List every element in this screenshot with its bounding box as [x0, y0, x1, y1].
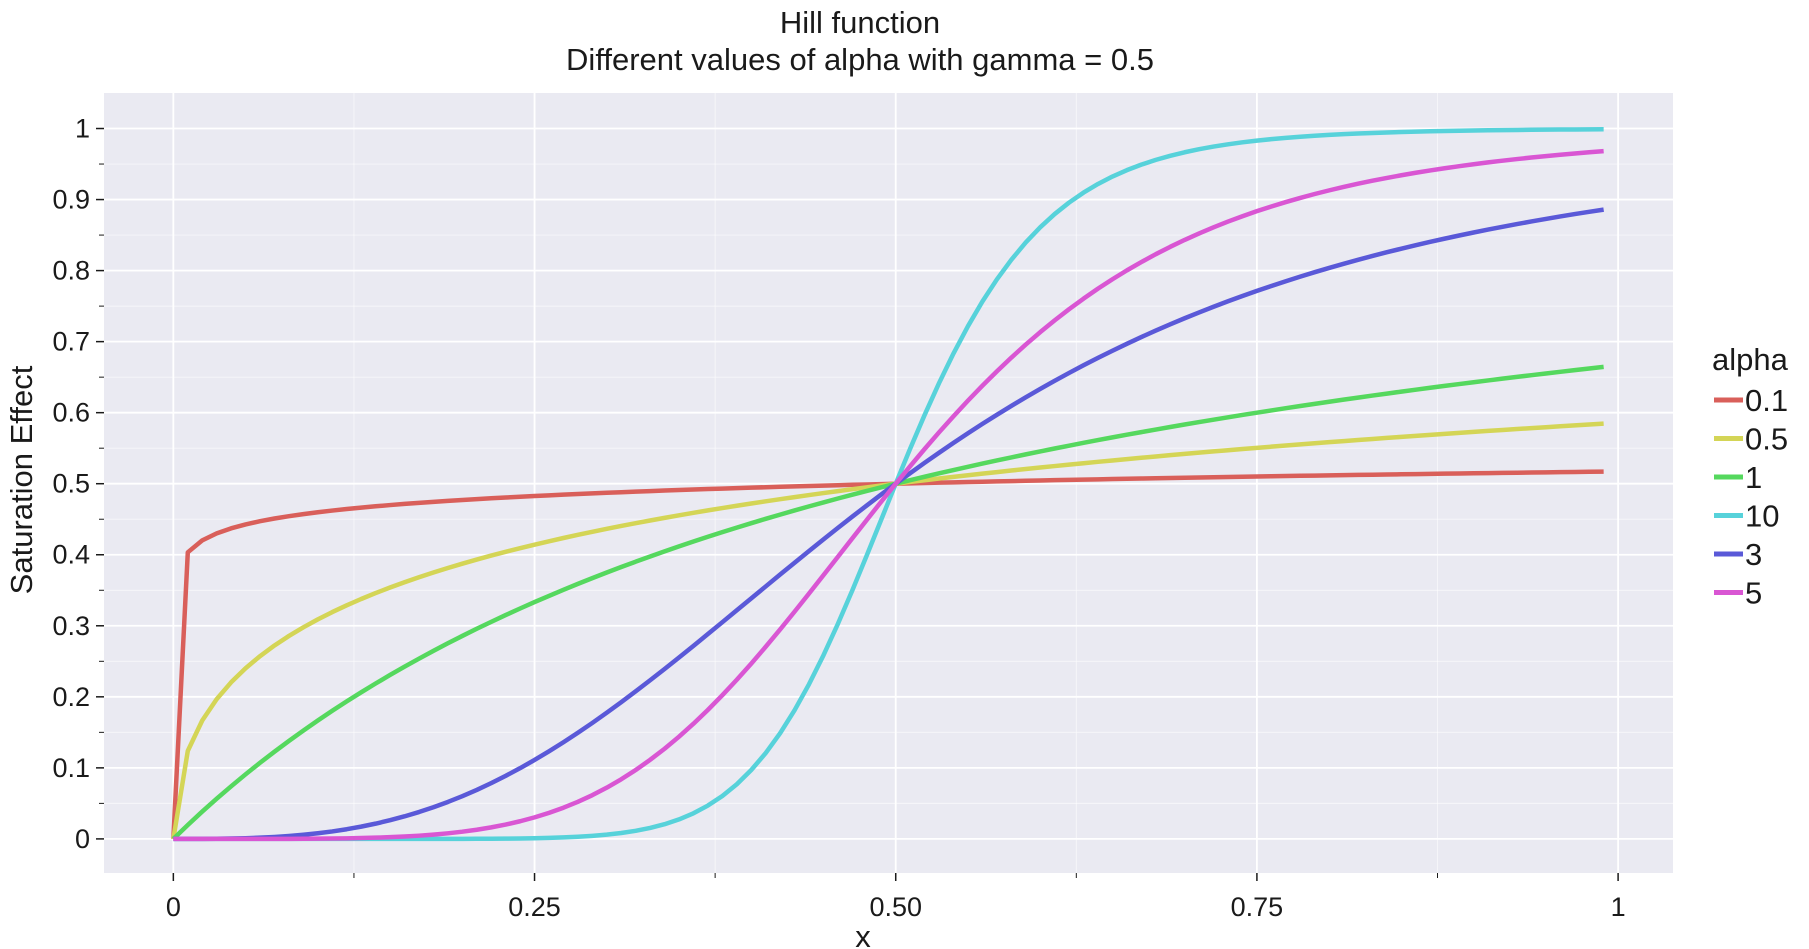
- x-tick-label: 0.75: [1231, 892, 1284, 922]
- legend-item: 1: [1714, 460, 1762, 495]
- legend-items: 0.1 0.51 103 5: [1714, 383, 1788, 611]
- legend-title: alpha: [1712, 342, 1789, 377]
- legend-label: 1: [1745, 460, 1762, 495]
- x-tick-label: 0.25: [508, 892, 561, 922]
- series-lines: [171, 127, 1604, 842]
- chart-title: Hill function: [780, 5, 940, 40]
- y-tick-label: 1: [75, 114, 90, 144]
- legend-item: 0.1: [1714, 383, 1788, 418]
- y-axis-title: Saturation Effect: [4, 365, 39, 594]
- legend-item: 10: [1714, 499, 1779, 534]
- x-tick-label: 1: [1611, 892, 1626, 922]
- legend-label: 3: [1745, 537, 1762, 572]
- minor-grid: [104, 93, 1673, 873]
- x-axis-title: x: [855, 919, 871, 949]
- y-tick-label: 0.8: [52, 256, 90, 286]
- y-tick-label: 0.3: [52, 611, 90, 641]
- legend: alpha 0.1 0.51 103 5: [1712, 342, 1789, 611]
- major-grid: [104, 93, 1673, 873]
- y-tick-label: 0.9: [52, 185, 90, 215]
- y-tick-label: 0.1: [52, 753, 90, 783]
- legend-label: 5: [1745, 576, 1762, 611]
- legend-label: 10: [1745, 499, 1779, 534]
- y-tick-label: 0.5: [52, 469, 90, 499]
- legend-label: 0.5: [1745, 422, 1788, 457]
- y-tick-label: 0: [75, 824, 90, 854]
- y-tick-label: 0.2: [52, 682, 90, 712]
- y-tick-label: 0.6: [52, 398, 90, 428]
- y-axis: 0 0.1 0.2 0.3 0.4 0.5 0.6 0.7 0.8 0.9 1: [52, 114, 104, 854]
- x-tick-label: 0: [166, 892, 181, 922]
- series-line-alpha-5: [173, 148, 1604, 842]
- series-line-alpha-10: [173, 127, 1604, 842]
- x-axis: 0 0.25 0.50 0.75 1: [166, 873, 1626, 922]
- legend-label: 0.1: [1745, 383, 1788, 418]
- legend-item: 0.5: [1714, 422, 1788, 457]
- y-tick-label: 0.4: [52, 540, 90, 570]
- x-tick-label: 0.50: [869, 892, 922, 922]
- legend-item: 5: [1714, 576, 1762, 611]
- chart-subtitle: Different values of alpha with gamma = 0…: [566, 42, 1154, 77]
- y-tick-label: 0.7: [52, 327, 90, 357]
- series-line-alpha-1: [171, 364, 1604, 841]
- legend-item: 3: [1714, 537, 1762, 572]
